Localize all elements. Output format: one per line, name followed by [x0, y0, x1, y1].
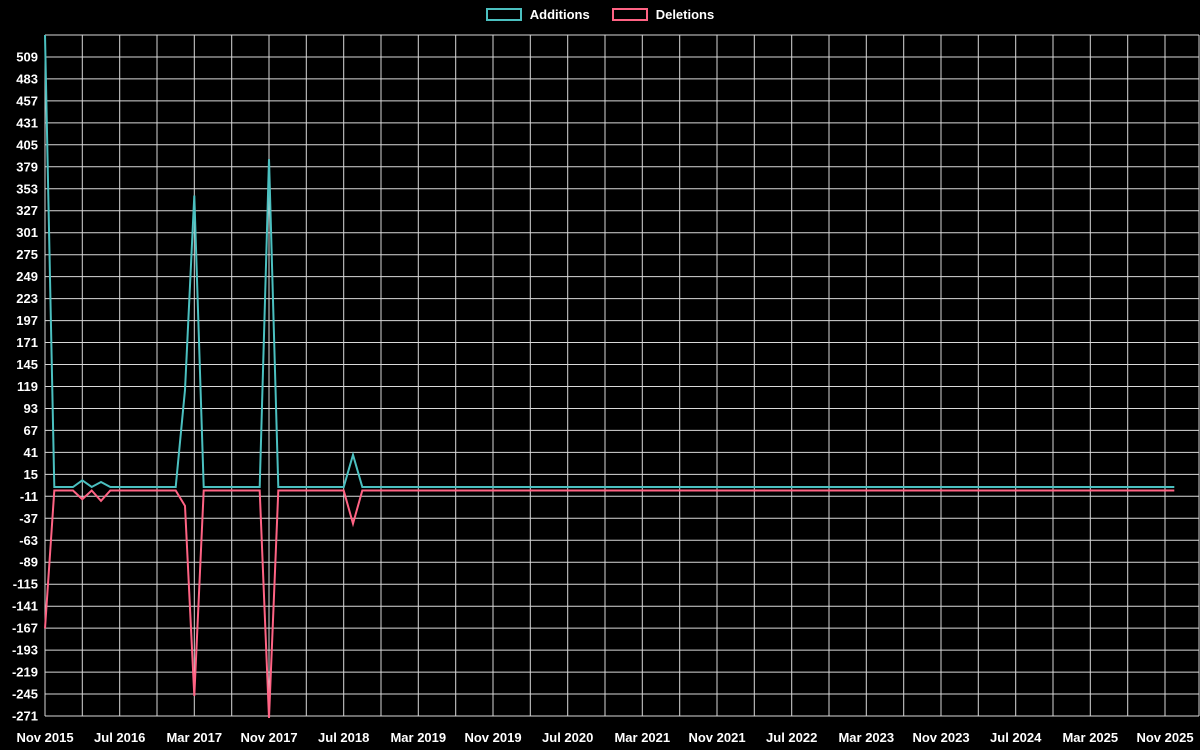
y-tick-label: 119	[17, 379, 38, 394]
y-tick-label: 379	[16, 159, 38, 174]
x-tick-label: Nov 2019	[464, 730, 521, 745]
x-tick-label: Nov 2025	[1136, 730, 1193, 745]
chart-legend: Additions Deletions	[0, 8, 1200, 21]
y-tick-label: 197	[16, 313, 38, 328]
x-tick-label: Mar 2019	[390, 730, 446, 745]
y-tick-label: 223	[16, 291, 38, 306]
y-tick-label: -11	[20, 489, 38, 504]
y-tick-label: 457	[16, 93, 38, 108]
y-tick-label: 353	[16, 181, 38, 196]
y-tick-label: 405	[16, 137, 38, 152]
y-tick-label: 483	[16, 71, 38, 86]
y-tick-label: 67	[24, 423, 38, 438]
x-tick-label: Nov 2015	[16, 730, 73, 745]
y-tick-label: -271	[12, 709, 38, 724]
x-tick-label: Jul 2020	[542, 730, 593, 745]
x-axis-labels: Nov 2015 Jul 2016 Mar 2017 Nov 2017 Jul 2018…	[16, 730, 1193, 745]
y-tick-label: -37	[19, 511, 38, 526]
x-tick-label: Jul 2016	[94, 730, 145, 745]
y-tick-label: 171	[16, 335, 38, 350]
additions-line	[44, 34, 1175, 489]
x-tick-label: Mar 2021	[614, 730, 670, 745]
additions-swatch-icon	[485, 8, 522, 21]
y-tick-label: 327	[16, 203, 38, 218]
x-tick-label: Jul 2018	[318, 730, 369, 745]
x-tick-label: Mar 2023	[838, 730, 894, 745]
x-tick-label: Jul 2024	[990, 730, 1042, 745]
y-tick-label: 509	[16, 50, 38, 65]
legend-item-additions[interactable]: Additions	[485, 7, 590, 22]
x-tick-label: Mar 2017	[166, 730, 222, 745]
y-tick-label: 15	[24, 467, 38, 482]
deletions-line	[44, 489, 1175, 719]
legend-label-deletions: Deletions	[655, 7, 715, 22]
y-tick-label: 93	[24, 401, 38, 416]
deletions-swatch-icon	[611, 8, 648, 21]
x-tick-label: Nov 2023	[912, 730, 969, 745]
y-tick-label: 431	[16, 115, 38, 130]
y-axis-labels: 509 483 457 431 405 379 353 327 301 275 249 223 197 1…	[12, 50, 38, 724]
y-tick-label: -63	[19, 533, 38, 548]
x-tick-label: Mar 2025	[1062, 730, 1118, 745]
y-tick-label: -89	[19, 555, 38, 570]
y-tick-label: -115	[13, 577, 38, 592]
grid-lines	[44, 34, 1200, 717]
y-tick-label: -193	[12, 643, 38, 658]
y-tick-label: -141	[12, 599, 38, 614]
x-tick-label: Nov 2021	[688, 730, 745, 745]
y-tick-label: 41	[24, 445, 38, 460]
x-tick-label: Nov 2017	[240, 730, 297, 745]
y-tick-label: 145	[16, 357, 38, 372]
x-tick-label: Jul 2022	[766, 730, 817, 745]
y-tick-label: -167	[12, 621, 38, 636]
y-tick-label: -219	[12, 665, 38, 680]
y-tick-label: -245	[12, 687, 38, 702]
legend-item-deletions[interactable]: Deletions	[611, 7, 715, 22]
y-tick-label: 275	[16, 247, 38, 262]
y-tick-label: 249	[16, 269, 38, 284]
legend-label-additions: Additions	[529, 7, 590, 22]
y-tick-label: 301	[16, 225, 38, 240]
